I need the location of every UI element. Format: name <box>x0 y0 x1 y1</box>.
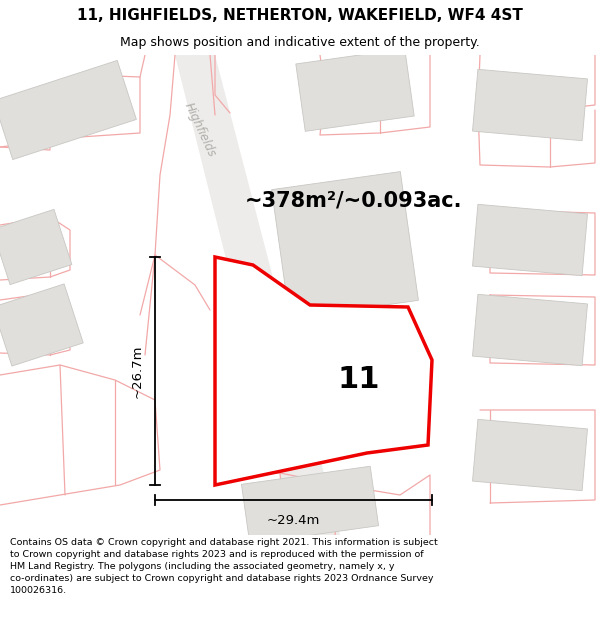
Polygon shape <box>241 466 379 544</box>
Text: 11: 11 <box>337 365 380 394</box>
Polygon shape <box>0 209 72 284</box>
Text: ~26.7m: ~26.7m <box>131 344 143 398</box>
Polygon shape <box>473 419 587 491</box>
Text: Contains OS data © Crown copyright and database right 2021. This information is : Contains OS data © Crown copyright and d… <box>10 538 437 595</box>
Polygon shape <box>0 284 83 366</box>
Text: 11, HIGHFIELDS, NETHERTON, WAKEFIELD, WF4 4ST: 11, HIGHFIELDS, NETHERTON, WAKEFIELD, WF… <box>77 8 523 23</box>
Polygon shape <box>272 172 418 318</box>
Polygon shape <box>215 257 432 485</box>
Text: ~378m²/~0.093ac.: ~378m²/~0.093ac. <box>245 190 463 210</box>
Polygon shape <box>0 61 136 159</box>
Text: Highfields: Highfields <box>182 101 218 159</box>
Text: Map shows position and indicative extent of the property.: Map shows position and indicative extent… <box>120 36 480 49</box>
Polygon shape <box>473 294 587 366</box>
Polygon shape <box>296 49 414 131</box>
Text: ~29.4m: ~29.4m <box>267 514 320 526</box>
Polygon shape <box>473 204 587 276</box>
Polygon shape <box>473 69 587 141</box>
Polygon shape <box>175 55 340 535</box>
